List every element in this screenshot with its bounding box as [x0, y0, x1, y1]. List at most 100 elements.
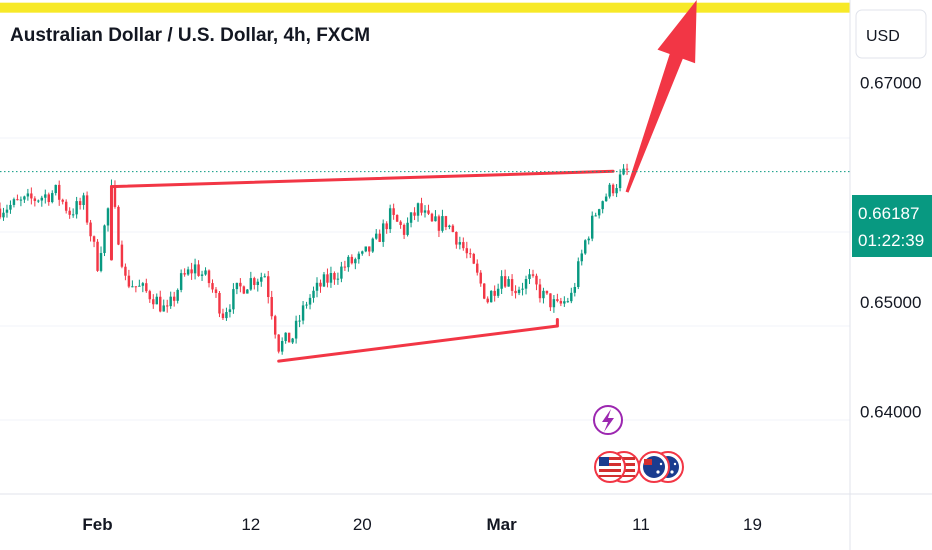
candle-body: [134, 286, 138, 288]
candle-body: [127, 275, 131, 287]
candle-body: [273, 316, 277, 335]
candle-body: [354, 259, 357, 264]
currency-button[interactable]: USD: [855, 9, 927, 59]
candle-body: [430, 213, 434, 222]
candle-body: [469, 253, 472, 255]
candle-body: [448, 225, 451, 228]
candle-body: [284, 332, 287, 342]
candle-body: [249, 278, 253, 290]
candle-body: [197, 264, 200, 276]
candle-body: [9, 204, 12, 210]
candle-body: [458, 242, 462, 245]
candle-body: [434, 216, 437, 222]
candle-body: [368, 246, 371, 252]
candle-body: [601, 201, 604, 210]
candle-body: [287, 332, 291, 343]
candle-body: [371, 238, 374, 252]
candle-body: [416, 203, 420, 216]
candle-body: [267, 276, 270, 298]
candle-body: [200, 274, 204, 276]
candle-body: [294, 320, 298, 339]
lightning-icon[interactable]: [593, 405, 623, 435]
candle-body: [563, 301, 566, 304]
x-tick-label: 12: [241, 515, 260, 534]
candle-body: [413, 212, 416, 216]
candle-body: [2, 212, 5, 218]
candle-body: [218, 292, 221, 314]
candle-body: [176, 289, 179, 301]
us-flag-icon[interactable]: [594, 451, 626, 483]
x-tick-label: Feb: [82, 515, 112, 534]
candle-body: [587, 238, 590, 241]
candle-body: [549, 293, 552, 308]
candle-body: [64, 201, 68, 211]
candle-body: [19, 199, 23, 201]
candle-body: [270, 297, 273, 317]
candle-body: [625, 168, 629, 170]
candle-body: [47, 194, 50, 203]
candle-body: [193, 264, 197, 274]
candle-body: [559, 300, 563, 304]
candle-body: [277, 334, 280, 352]
chart-title: Australian Dollar / U.S. Dollar, 4h, FXC…: [10, 25, 370, 46]
candle-body: [82, 195, 85, 205]
last-price-value: 0.66187: [858, 204, 919, 223]
candle-body: [37, 200, 40, 202]
currency-label: USD: [866, 28, 900, 45]
candle-body: [12, 199, 16, 205]
resistance-level[interactable]: [0, 2, 850, 13]
candle-body: [319, 282, 322, 287]
candle-body: [427, 210, 430, 214]
candle-body: [580, 253, 583, 262]
candle-body: [333, 273, 336, 280]
candle-body: [23, 196, 26, 200]
candle-body: [570, 292, 573, 302]
last-price-badge: 0.66187 01:22:39: [852, 195, 932, 257]
candle-body: [221, 313, 225, 319]
candle-body: [350, 256, 354, 264]
candle-body: [409, 212, 413, 223]
candle-body: [423, 210, 427, 213]
candle-body: [573, 286, 577, 293]
candle-body: [124, 266, 127, 276]
candle-body: [535, 275, 538, 285]
drawings-group: [109, 0, 697, 363]
candle-body: [30, 193, 33, 199]
y-tick-label: 0.65000: [860, 293, 921, 312]
candle-body: [179, 273, 183, 290]
candle-body: [138, 285, 141, 287]
candle-body: [155, 296, 158, 305]
candle-body: [263, 276, 266, 278]
candle-body: [500, 276, 503, 289]
candle-body: [476, 263, 479, 273]
trendline-drawing[interactable]: [277, 324, 559, 363]
candle-body: [521, 288, 524, 290]
candle-body: [280, 341, 284, 352]
candle-body: [340, 266, 343, 279]
candle-body: [437, 216, 441, 231]
candle-body: [312, 290, 315, 298]
candle-body: [531, 274, 535, 276]
arrow-drawing[interactable]: [625, 0, 697, 193]
candle-body: [615, 188, 618, 194]
candle-body: [305, 304, 308, 306]
candle-body: [597, 209, 601, 216]
candle-body: [556, 299, 559, 301]
candle-body: [343, 266, 347, 268]
candle-body: [385, 223, 388, 230]
candle-body: [462, 242, 465, 249]
au-flag-icon[interactable]: [638, 451, 670, 483]
candle-body: [75, 201, 78, 215]
candle-body: [538, 284, 542, 299]
candle-body: [326, 274, 329, 283]
candle-body: [211, 283, 214, 290]
candle-body: [51, 193, 54, 203]
candle-body: [402, 224, 406, 235]
candle-body: [148, 291, 152, 300]
candle-body: [420, 203, 423, 213]
candle-body: [159, 296, 162, 312]
trendline-drawing[interactable]: [109, 169, 615, 189]
candle-body: [322, 274, 326, 287]
